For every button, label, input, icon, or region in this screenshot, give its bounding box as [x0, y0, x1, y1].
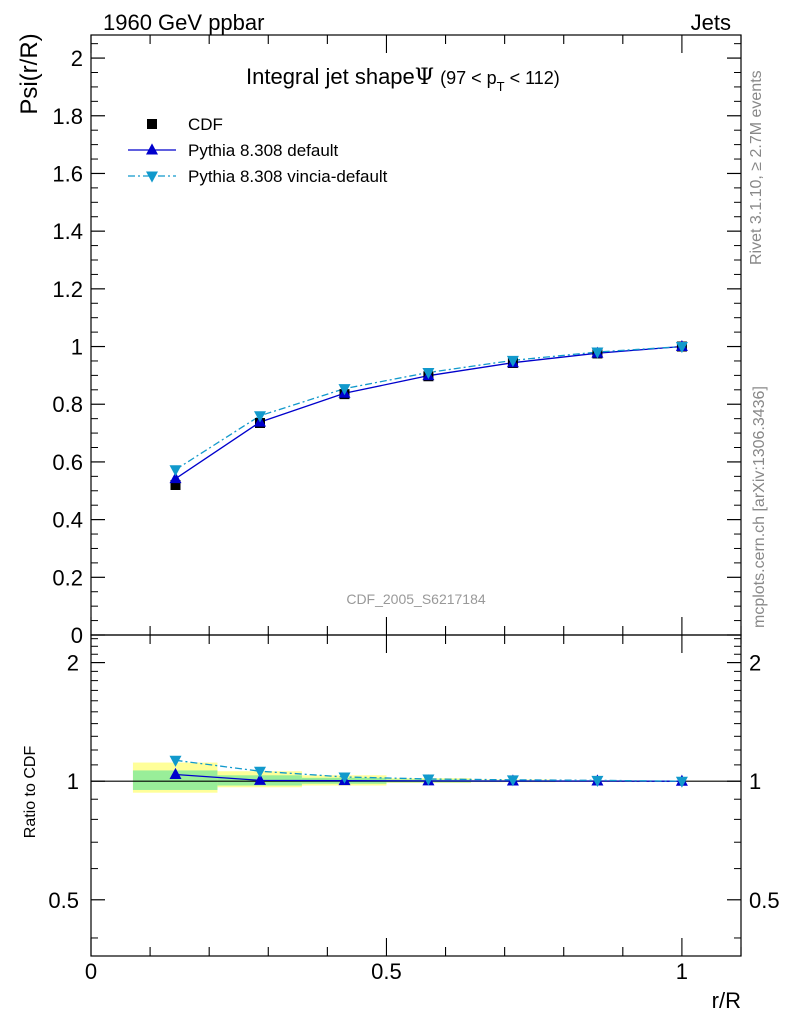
main-y-tick-label: 1.4: [52, 219, 83, 244]
ratio-data-point: [506, 775, 519, 787]
main-y-tick-label: 1.6: [52, 161, 83, 186]
main-data-point: [422, 368, 435, 380]
ratio-data-point: [254, 766, 266, 778]
ratio-series-group: [169, 755, 688, 788]
plot-title-cut-close: < 112): [505, 68, 560, 88]
rivet-version-label: Rivet 3.1.10, ≥ 2.7M events: [748, 70, 765, 265]
main-data-point: [169, 465, 182, 477]
x-axis-label: r/R: [712, 988, 741, 1013]
ratio-plot-panel: 0.5 0.5 1 1 2 2 0 0.5 1 Ratio to CDF r/R: [22, 634, 780, 1013]
main-data-point: [506, 355, 519, 367]
ratio-y-tick-label-right: 0.5: [749, 888, 780, 913]
mcplots-reference-label: mcplots.cern.ch [arXiv:1306.3436]: [751, 386, 768, 628]
main-y-tick-label: 0.8: [52, 392, 83, 417]
ratio-y-tick-label-right: 1: [749, 769, 761, 794]
ratio-y-tick-label: 2: [67, 651, 79, 676]
main-y-tick-label: 1: [71, 335, 83, 360]
ratio-data-point: [338, 772, 351, 784]
ratio-y-tick-label: 0.5: [48, 888, 79, 913]
analysis-id-watermark: CDF_2005_S6217184: [346, 591, 486, 607]
plot-title-text: Integral jet shape: [246, 64, 415, 89]
x-tick-label: 0: [85, 959, 97, 984]
main-series-line: [175, 345, 682, 480]
main-y-tick-label: 1.2: [52, 277, 83, 302]
ratio-y-tick-label: 1: [67, 769, 79, 794]
main-axis-ticks: 0 0.2 0.4 0.6 0.8 1 1.2 1.4 1.6 1.8 2: [52, 35, 742, 648]
ratio-data-point: [169, 767, 182, 779]
main-y-axis-label: Psi(r/R): [16, 33, 43, 114]
ratio-y-tick-label-right: 2: [749, 651, 761, 676]
header-right: Jets: [691, 10, 731, 35]
main-y-tick-label: 0.6: [52, 450, 83, 475]
plot-title-cut-open: (97 < p: [440, 68, 497, 88]
main-series-line: [175, 345, 682, 471]
main-y-tick-label: 2: [71, 46, 83, 71]
ratio-data-point: [169, 755, 182, 767]
ratio-data-point: [254, 773, 266, 785]
ratio-y-axis-label: Ratio to CDF: [22, 746, 39, 839]
ratio-axis-ticks: 0.5 0.5 1 1 2 2 0 0.5 1: [48, 635, 780, 984]
main-y-tick-label: 1.8: [52, 104, 83, 129]
legend-marker: [146, 143, 158, 155]
legend-entry-label: Pythia 8.308 vincia-default: [188, 167, 388, 186]
ratio-data-point: [422, 774, 435, 786]
legend-entry-label: Pythia 8.308 default: [188, 141, 339, 160]
legend-marker: [146, 171, 158, 183]
legend-marker: [147, 119, 157, 129]
main-data-point: [591, 347, 604, 359]
x-tick-label: 1: [676, 959, 688, 984]
main-y-tick-label: 0: [71, 623, 83, 648]
main-series-group: [169, 339, 688, 490]
plot-title: Integral jet shapeΨ (97 < pT < 112): [246, 64, 560, 94]
plot-title-cut-sub: T: [497, 79, 505, 94]
main-y-tick-label: 0.2: [52, 565, 83, 590]
main-data-point: [169, 472, 182, 484]
main-plot-panel: 0 0.2 0.4 0.6 0.8 1 1.2 1.4 1.6 1.8 2 Psi(r/R) CDF…: [16, 33, 742, 648]
ratio-data-point: [675, 776, 688, 788]
main-y-tick-label: 0.4: [52, 508, 83, 533]
ratio-plot-frame: [90, 634, 742, 957]
main-data-point: [338, 384, 351, 396]
ratio-data-point: [591, 775, 604, 787]
main-data-point: [675, 342, 688, 354]
plot-title-symbol: Ψ: [415, 65, 434, 90]
main-data-point: [254, 411, 266, 423]
legend: CDF Pythia 8.308 default Pythia 8.308 vinc…: [128, 115, 388, 186]
legend-entry-label: CDF: [188, 115, 223, 134]
header-left: 1960 GeV ppbar: [103, 10, 264, 35]
x-tick-label: 0.5: [371, 959, 402, 984]
main-data-point: [170, 480, 181, 490]
